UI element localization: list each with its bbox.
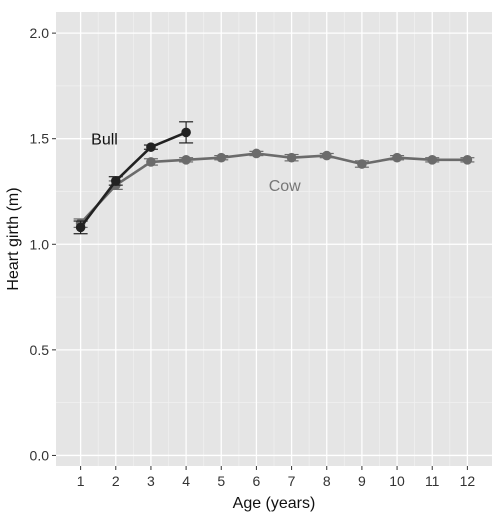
cow-point	[286, 152, 297, 163]
grid-layer	[56, 12, 492, 466]
x-tick-label: 12	[460, 473, 476, 489]
bull-line	[79, 131, 187, 229]
x-tick-label: 3	[147, 473, 155, 489]
x-axis-title: Age (years)	[233, 495, 316, 512]
series-label-layer: Bull Cow	[91, 132, 301, 195]
cow-line	[79, 152, 468, 225]
bull-series-label: Bull	[91, 132, 118, 149]
y-axis-title: Heart girth (m)	[5, 187, 22, 290]
axis-layer: 0.00.51.01.52.01 2 3 4 5 6 7 8 9 10 11 12	[30, 25, 476, 489]
bull-series	[73, 121, 194, 235]
cow-point	[427, 155, 438, 165]
y-tick-label: 1.5	[30, 131, 50, 147]
cow-point	[462, 155, 473, 165]
x-tick-label: 6	[253, 473, 261, 489]
bull-point	[181, 127, 191, 138]
y-tick-label: 2.0	[30, 25, 50, 41]
x-tick-label: 8	[323, 473, 331, 489]
y-tick-label: 1.0	[30, 236, 50, 252]
x-tick-label: 9	[358, 473, 366, 489]
cow-series-label: Cow	[269, 178, 301, 195]
series-layer	[73, 121, 475, 235]
cow-point	[216, 152, 227, 163]
x-tick-label: 10	[389, 473, 405, 489]
x-tick-label: 2	[112, 473, 120, 489]
y-tick-label: 0.5	[30, 342, 50, 358]
cow-point	[392, 152, 402, 163]
x-tick-label: 4	[182, 473, 190, 489]
bull-point	[110, 176, 121, 186]
bull-point	[146, 142, 156, 152]
cow-point	[357, 159, 367, 169]
y-tick-label: 0.0	[30, 447, 50, 463]
cow-point	[321, 150, 332, 161]
bull-point	[75, 222, 86, 233]
x-tick-label: 7	[288, 473, 296, 489]
x-tick-label: 11	[425, 473, 440, 489]
cow-point	[251, 148, 262, 159]
cow-point	[146, 157, 156, 167]
x-tick-label: 5	[217, 473, 225, 489]
cow-point	[181, 155, 191, 165]
x-tick-label: 1	[77, 473, 85, 489]
